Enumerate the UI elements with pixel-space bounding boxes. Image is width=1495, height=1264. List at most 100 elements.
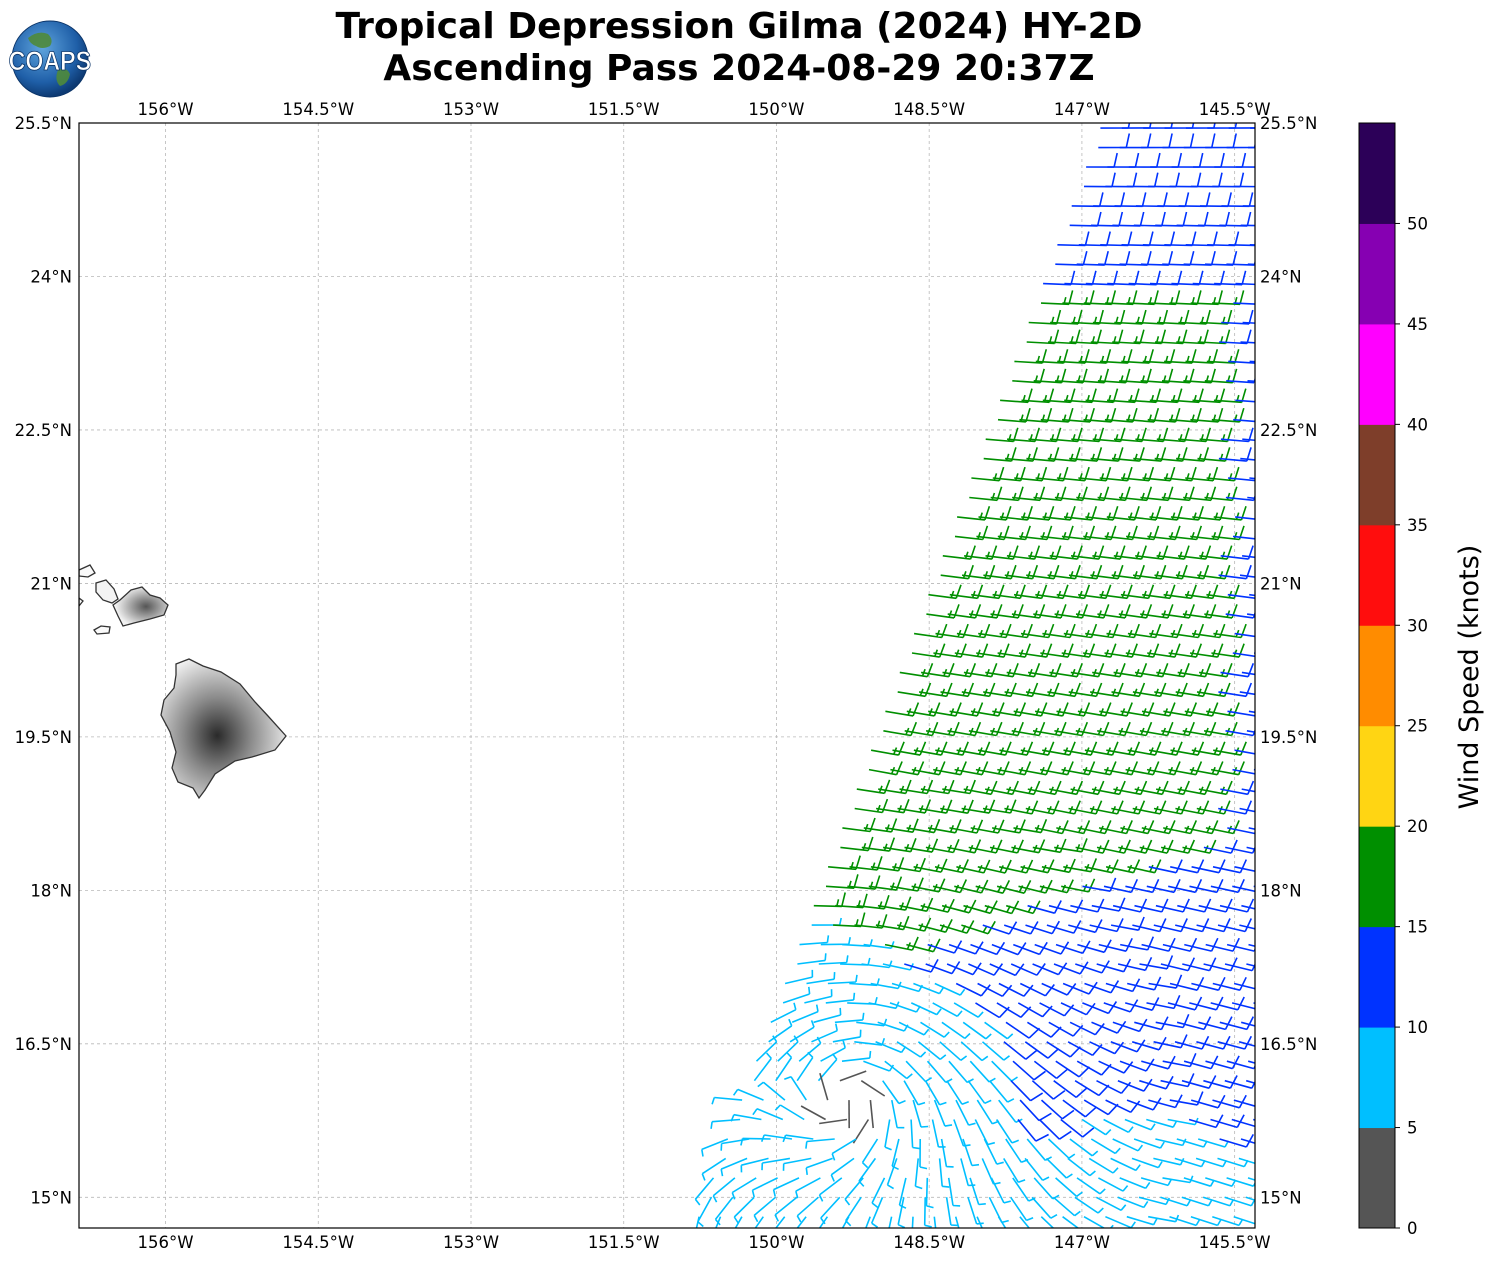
wind-barb — [1175, 918, 1210, 933]
lon-tick-label-top: 153°W — [443, 100, 499, 119]
wind-barb — [1039, 761, 1074, 776]
wind-barb — [923, 1197, 932, 1228]
wind-barb — [995, 1119, 1019, 1144]
wind-barb — [1032, 838, 1067, 854]
map-frame — [78, 122, 1256, 1229]
wind-barb — [1105, 1099, 1141, 1114]
wind-barb — [1228, 360, 1255, 364]
wind-barb — [1182, 604, 1217, 619]
lat-tick-label-right: 18°N — [1260, 881, 1302, 900]
wind-barb — [1069, 329, 1102, 345]
wind-barb — [753, 1196, 777, 1223]
wind-barb — [1231, 1002, 1255, 1010]
wind-barb — [820, 1196, 841, 1225]
wind-barb — [1254, 535, 1255, 538]
wind-barb — [1133, 329, 1167, 345]
wind-barb — [1204, 604, 1238, 619]
wind-barb — [1089, 918, 1124, 933]
wind-barb — [897, 799, 932, 814]
wind-barb — [1168, 761, 1203, 776]
wind-barb — [1160, 957, 1196, 972]
wind-barb — [1127, 623, 1162, 639]
wind-barb — [1161, 604, 1195, 619]
wind-barb — [892, 857, 926, 873]
wind-barb — [897, 917, 932, 932]
wind-barb — [1256, 624, 1289, 637]
wind-barb — [1055, 1177, 1083, 1198]
wind-barb — [940, 1138, 954, 1168]
wind-barb — [856, 779, 891, 795]
wind-barb — [1245, 1079, 1255, 1084]
wind-barb — [1118, 604, 1153, 619]
colorbar-swatch — [1359, 1027, 1395, 1129]
wind-barb — [1019, 1099, 1052, 1122]
wind-barb — [1132, 918, 1167, 933]
wind-barb — [1140, 251, 1174, 266]
wind-barb — [844, 1177, 864, 1206]
wind-barb — [1063, 858, 1098, 873]
wind-barb — [1118, 721, 1153, 737]
wind-barb — [1169, 172, 1202, 188]
wind-barb — [1011, 604, 1046, 619]
colorbar-swatch — [1359, 926, 1395, 1028]
wind-barb — [1232, 768, 1255, 775]
wind-barb — [1062, 1099, 1097, 1118]
wind-barb — [734, 1216, 743, 1228]
wind-barb — [1070, 780, 1105, 796]
wind-barb — [1084, 980, 1120, 994]
wind-barb — [798, 1036, 822, 1062]
wind-barb — [1096, 1079, 1132, 1095]
wind-barb — [1049, 780, 1084, 796]
wind-barb — [1162, 937, 1198, 952]
wind-barb — [1177, 780, 1212, 796]
wind-barb — [954, 643, 989, 658]
wind-barb — [1134, 898, 1169, 913]
axis-ticks: 156°W 156°W 154.5°W 154.5°W 153°W 153°W 151.5°… — [15, 100, 1318, 1252]
wind-barb — [1184, 820, 1219, 835]
wind-barb — [805, 1157, 833, 1176]
wind-barb — [1092, 309, 1126, 325]
wind-barb — [1226, 259, 1255, 266]
island-lanai — [79, 597, 84, 608]
wind-barb — [961, 682, 996, 698]
island-hawaii — [160, 658, 287, 800]
wind-barb — [1018, 643, 1053, 658]
wind-barb — [1233, 185, 1255, 188]
wind-barb — [925, 721, 960, 737]
wind-barb — [1239, 691, 1255, 696]
wind-barb — [997, 761, 1032, 776]
wind-barb — [1046, 800, 1081, 815]
wind-barb — [1183, 133, 1216, 149]
wind-barb — [1183, 251, 1216, 266]
colorbar-tick-label: 30 — [1407, 616, 1428, 635]
wind-barb — [1227, 593, 1255, 600]
lon-tick-label-bottom: 145.5°W — [1199, 1233, 1271, 1252]
wind-barb — [1143, 123, 1174, 129]
wind-barb — [791, 1004, 819, 1024]
wind-barb — [1205, 1055, 1240, 1070]
wind-barb — [913, 623, 948, 639]
wind-barb — [1141, 133, 1173, 149]
wind-barb — [1210, 1114, 1245, 1129]
wind-barb — [1189, 996, 1224, 1011]
wind-barb — [1253, 652, 1255, 654]
wind-barb — [1082, 1001, 1118, 1015]
wind-barb — [695, 1216, 700, 1228]
wind-barb — [1125, 1236, 1155, 1243]
wind-barb — [1141, 937, 1176, 952]
wind-barb — [933, 1099, 953, 1127]
wind-barb — [1225, 728, 1255, 737]
wind-barb — [942, 663, 977, 678]
wind-barb — [991, 819, 1026, 834]
lat-tick-label-left: 22.5°N — [15, 421, 72, 440]
wind-barb — [800, 1105, 826, 1121]
wind-barb — [1034, 820, 1069, 835]
wind-barb — [1040, 290, 1074, 306]
wind-barb — [1110, 916, 1145, 931]
wind-barb — [870, 741, 905, 756]
wind-barb — [914, 1158, 923, 1190]
wind-barb — [946, 1080, 969, 1105]
wind-barb — [976, 643, 1010, 658]
wind-barb — [984, 780, 1019, 796]
wind-barb — [1240, 224, 1255, 227]
